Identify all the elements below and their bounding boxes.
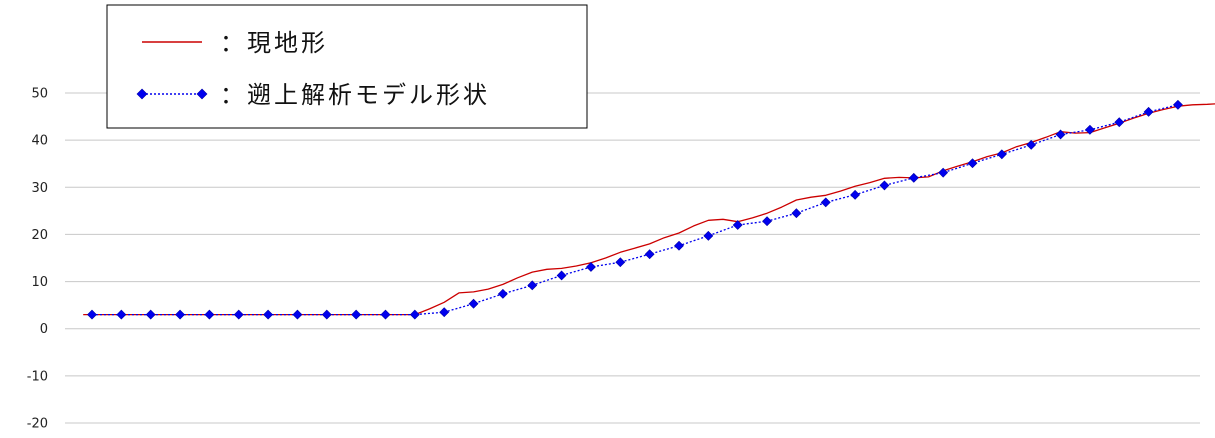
data-point-marker <box>820 197 831 208</box>
data-point-marker <box>1084 124 1095 135</box>
data-point-marker <box>233 309 244 320</box>
y-tick-label: 20 <box>31 228 48 243</box>
legend-marker-icon <box>136 88 148 100</box>
data-point-marker <box>967 158 978 169</box>
data-point-marker <box>175 309 185 320</box>
legend-marker-icon <box>196 88 208 100</box>
legend-label-0: ：現地形 <box>220 29 328 57</box>
data-point-marker <box>380 309 391 320</box>
data-point-marker <box>644 249 655 260</box>
data-point-marker <box>116 309 127 320</box>
data-point-marker <box>204 309 215 320</box>
data-point-marker <box>850 189 861 200</box>
data-point-marker <box>439 307 450 318</box>
data-point-marker <box>468 298 479 309</box>
y-tick-label: -20 <box>27 417 48 432</box>
data-point-marker <box>762 216 772 227</box>
data-point-marker <box>908 172 919 183</box>
y-tick-label: 10 <box>31 275 48 290</box>
y-tick-label: 40 <box>31 134 48 149</box>
data-point-marker <box>938 167 949 178</box>
y-tick-label: 50 <box>31 87 48 102</box>
data-point-marker <box>263 309 274 320</box>
data-point-marker <box>527 280 538 291</box>
data-point-marker <box>1173 99 1183 110</box>
data-point-marker <box>615 257 626 268</box>
data-point-marker <box>292 309 303 320</box>
series-line-1 <box>92 104 1179 316</box>
data-point-marker <box>409 309 420 320</box>
data-point-marker <box>87 309 97 320</box>
data-point-marker <box>674 240 684 251</box>
data-point-marker <box>1114 117 1125 128</box>
y-tick-label: 30 <box>31 181 48 196</box>
data-point-marker <box>351 309 362 320</box>
data-point-marker <box>791 208 802 219</box>
data-point-marker <box>879 180 890 191</box>
series-line-0 <box>83 103 1215 316</box>
gridlines <box>65 92 1200 424</box>
y-tick-label: 0 <box>40 322 48 337</box>
legend-label-1: ：遡上解析モデル形状 <box>220 81 490 109</box>
legend-box <box>106 4 588 129</box>
data-point-marker <box>586 262 596 272</box>
data-point-marker <box>703 230 714 241</box>
y-axis-tick-labels: 50 40 30 20 10 0 -10 -20 <box>27 87 48 432</box>
data-point-marker <box>1055 129 1066 140</box>
series-layer <box>83 99 1215 320</box>
data-point-marker <box>732 220 743 230</box>
data-point-marker <box>145 309 156 320</box>
data-point-marker <box>321 309 332 320</box>
data-point-marker <box>1143 106 1154 117</box>
y-tick-label: -10 <box>27 369 48 384</box>
data-point-marker <box>556 270 567 281</box>
legend: ：現地形 ：遡上解析モデル形状 <box>106 4 588 129</box>
data-point-marker <box>996 149 1007 160</box>
data-point-marker <box>1026 139 1037 150</box>
data-point-marker <box>497 288 508 299</box>
